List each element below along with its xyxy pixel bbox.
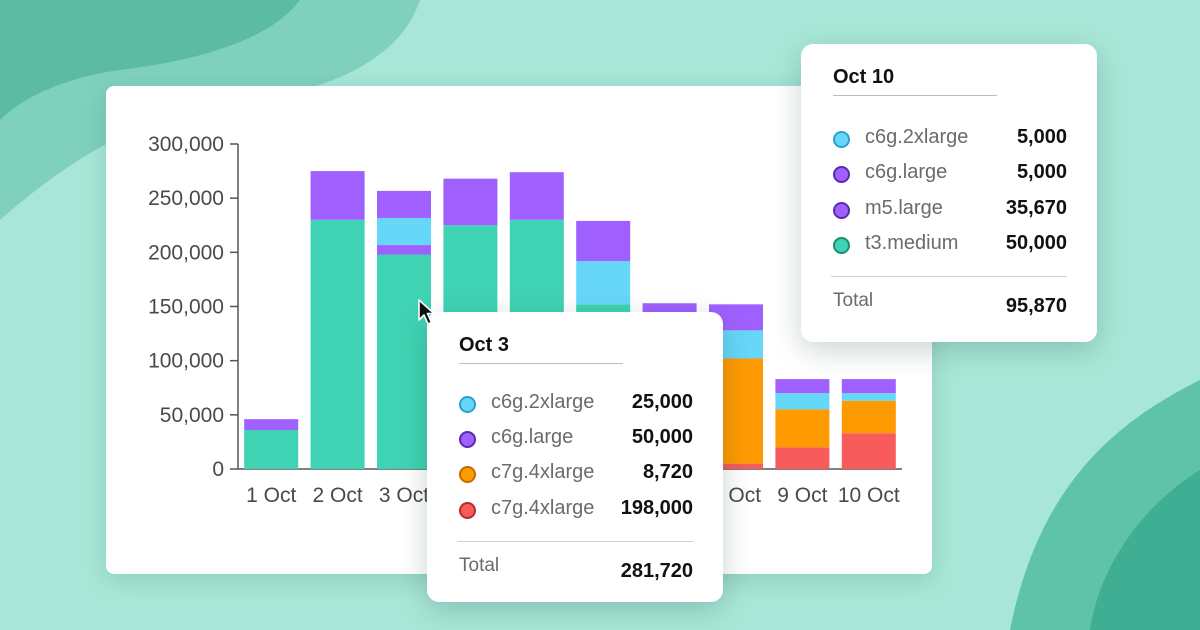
instance-label: c7g.4xlarge	[491, 461, 595, 483]
y-tick-label: 200,000	[148, 241, 224, 264]
bar-segment[interactable]	[443, 178, 498, 226]
x-tick-label: 3 Oct	[379, 484, 429, 507]
tooltip-row: c6g.large 5,000	[831, 161, 1067, 189]
bar-segment[interactable]	[775, 393, 830, 410]
y-tick-label: 100,000	[148, 350, 224, 373]
legend-dot-c6g-2xlarge	[833, 131, 850, 148]
bar-segment[interactable]	[310, 171, 365, 220]
total-value: 281,720	[620, 560, 693, 582]
legend-dot-c6g-large	[833, 166, 850, 183]
bar-segment[interactable]	[841, 393, 896, 401]
tooltip-oct-10: Oct 10 c6g.2xlarge 5,000 c6g.large 5,000…	[801, 44, 1097, 342]
legend-dot-c7g-4xlarge	[459, 466, 476, 483]
legend-dot-c7g-4xlarge	[459, 502, 476, 519]
tooltip-oct-3: Oct 3 c6g.2xlarge 25,000 c6g.large 50,00…	[427, 312, 723, 602]
bar-segment[interactable]	[841, 433, 896, 469]
bar-segment[interactable]	[244, 430, 299, 469]
tooltip-divider	[457, 541, 693, 542]
instance-label: m5.large	[865, 197, 943, 219]
instance-value: 198,000	[620, 497, 693, 519]
bar-segment[interactable]	[775, 447, 830, 469]
tooltip-row: m5.large 35,670	[831, 197, 1067, 225]
y-tick-label: 300,000	[148, 133, 224, 156]
tooltip-row: c7g.4xlarge 198,000	[457, 497, 693, 525]
instance-value: 5,000	[1016, 126, 1067, 148]
bar-segment[interactable]	[377, 217, 431, 246]
x-tick-label: 1 Oct	[246, 484, 296, 507]
instance-value: 50,000	[631, 426, 693, 448]
x-tick-label: 10 Oct	[838, 484, 900, 507]
tooltip-divider	[831, 276, 1067, 277]
x-tick-label: 9 Oct	[777, 484, 827, 507]
tooltip-row: c6g.2xlarge 25,000	[457, 391, 693, 419]
instance-value: 35,670	[1005, 197, 1067, 219]
y-tick-label: 250,000	[148, 187, 224, 210]
tooltip-title: Oct 3	[459, 334, 623, 364]
total-label: Total	[459, 555, 500, 576]
bar-segment[interactable]	[775, 409, 830, 448]
legend-dot-c6g-2xlarge	[459, 396, 476, 413]
tooltip-row: c7g.4xlarge 8,720	[457, 461, 693, 489]
bar-segment[interactable]	[244, 419, 299, 430]
x-tick-label: 2 Oct	[313, 484, 363, 507]
instance-label: c6g.2xlarge	[491, 391, 595, 413]
instance-value: 50,000	[1005, 232, 1067, 254]
bar-segment[interactable]	[576, 261, 631, 305]
x-tick-label: 8 Oct	[711, 484, 761, 507]
legend-dot-c6g-large	[459, 431, 476, 448]
bar-segment[interactable]	[841, 400, 896, 434]
y-tick-label: 150,000	[148, 296, 224, 319]
instance-value: 25,000	[631, 391, 693, 413]
bar-segment[interactable]	[377, 190, 431, 218]
instance-label: c7g.4xlarge	[491, 497, 595, 519]
bar-segment[interactable]	[775, 379, 830, 394]
y-tick-label: 50,000	[160, 404, 224, 427]
bar-segment[interactable]	[576, 220, 631, 261]
tooltip-row: c6g.large 50,000	[457, 426, 693, 454]
mouse-cursor-icon	[418, 299, 435, 325]
instance-label: c6g.large	[491, 426, 574, 448]
total-label: Total	[833, 290, 874, 311]
bar-segment[interactable]	[841, 379, 896, 394]
y-tick-label: 0	[212, 458, 224, 481]
instance-label: c6g.2xlarge	[865, 126, 969, 148]
instance-label: t3.medium	[865, 232, 959, 254]
total-value: 95,870	[1005, 295, 1067, 317]
instance-value: 5,000	[1016, 161, 1067, 183]
bar-segment[interactable]	[310, 219, 365, 469]
bar-segment[interactable]	[377, 245, 431, 255]
bar-segment[interactable]	[377, 254, 431, 470]
instance-value: 8,720	[642, 461, 693, 483]
legend-dot-t3-medium	[833, 237, 850, 254]
tooltip-row: t3.medium 50,000	[831, 232, 1067, 260]
bar-segment[interactable]	[509, 172, 564, 220]
tooltip-title: Oct 10	[833, 66, 997, 96]
instance-label: c6g.large	[865, 161, 948, 183]
legend-dot-m5-large	[833, 202, 850, 219]
tooltip-row: c6g.2xlarge 5,000	[831, 126, 1067, 154]
bar-segment[interactable]	[709, 463, 763, 469]
